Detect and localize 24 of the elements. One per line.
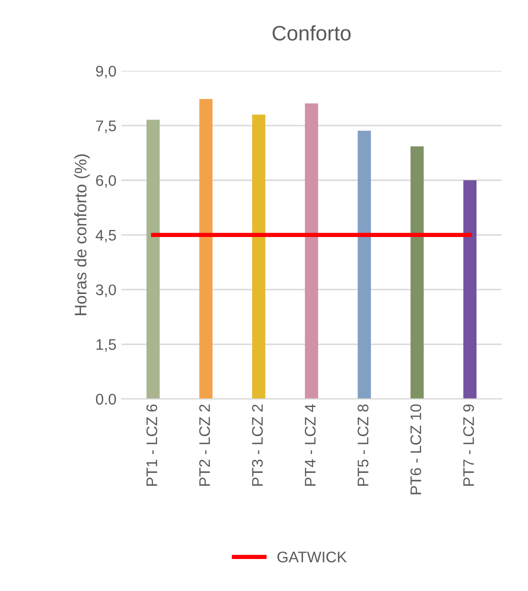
bar: [146, 120, 160, 399]
x-tick-label: PT7 - LCZ 9: [463, 404, 474, 486]
y-axis-title: Horas de conforto (%): [74, 154, 90, 316]
y-tick-label: 6,0: [96, 175, 116, 188]
y-tick-label: 1,5: [96, 339, 116, 352]
bar: [410, 146, 424, 399]
bar: [252, 114, 266, 399]
bar: [358, 130, 371, 399]
y-tick-label: 7,5: [96, 120, 116, 134]
y-tick-label: 9,0: [96, 66, 116, 78]
chart-title: Conforto: [272, 25, 351, 41]
legend-label: GATWICK: [277, 552, 347, 562]
y-tick-label: 3,0: [96, 284, 116, 298]
bar: [463, 180, 477, 399]
x-tick-label: PT6 - LCZ 10: [410, 404, 422, 494]
x-tick-label: PT3 - LCZ 2: [252, 404, 263, 486]
x-tick-label: PT1 - LCZ 6: [146, 404, 158, 486]
y-tick-label: 0.0: [96, 394, 116, 405]
y-tick-label: 4,5: [96, 230, 116, 242]
bar: [304, 103, 318, 399]
x-tick-label: PT4 - LCZ 4: [304, 404, 316, 486]
bar: [199, 98, 213, 399]
x-tick-label: PT2 - LCZ 2: [199, 404, 210, 486]
x-tick-label: PT5 - LCZ 8: [358, 404, 368, 486]
